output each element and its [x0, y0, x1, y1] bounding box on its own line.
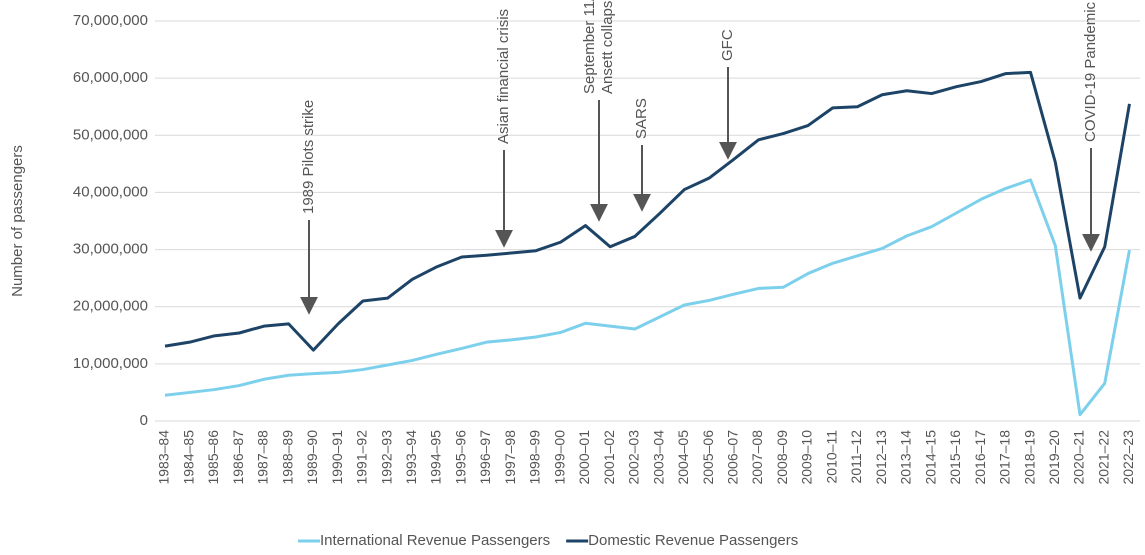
annotation-text: 1989 Pilots strike [300, 100, 317, 214]
legend-label: Domestic Revenue Passengers [588, 532, 798, 549]
x-tick-label: 1986–87 [230, 430, 246, 485]
y-tick-label: 40,000,000 [73, 183, 148, 200]
x-tick-label: 2006–07 [724, 430, 740, 485]
x-tick-label: 2017–18 [997, 430, 1013, 485]
annotation-text: GFC [719, 29, 736, 61]
x-tick-label: 2002–03 [626, 430, 642, 485]
x-tick-label: 1983–84 [156, 430, 172, 485]
x-tick-label: 2020–21 [1071, 430, 1087, 485]
x-tick-label: 1984–85 [180, 430, 196, 485]
x-tick-label: 1998–99 [527, 430, 543, 485]
y-tick-label: 60,000,000 [73, 69, 148, 86]
y-tick-label: 30,000,000 [73, 241, 148, 258]
x-tick-label: 2022–23 [1120, 430, 1136, 485]
x-tick-label: 1995–96 [452, 430, 468, 485]
x-tick-label: 2003–04 [650, 430, 666, 485]
y-tick-label: 0 [140, 412, 148, 429]
annotation-text: Asian financial crisis [495, 9, 512, 144]
x-tick-label: 2011–12 [848, 430, 864, 484]
series-line [164, 70, 1131, 352]
x-tick-label: 1999–00 [551, 430, 567, 485]
y-tick-label: 70,000,000 [73, 12, 148, 29]
y-tick-label: 10,000,000 [73, 355, 148, 372]
series-line [164, 178, 1131, 417]
x-tick-label: 2019–20 [1046, 430, 1062, 485]
x-tick-label: 1996–97 [477, 430, 493, 485]
x-tick-label: 2005–06 [700, 430, 716, 485]
x-tick-label: 1994–95 [428, 430, 444, 485]
x-tick-label: 2021–22 [1095, 430, 1111, 485]
x-tick-label: 2004–05 [675, 430, 691, 485]
annotation-text: September 11/ [581, 0, 598, 94]
annotation-text: COVID-19 Pandemic [1082, 1, 1099, 142]
x-tick-label: 1997–98 [502, 430, 518, 485]
y-tick-label: 20,000,000 [73, 298, 148, 315]
x-tick-label: 2008–09 [774, 430, 790, 485]
y-axis-label: Number of passengers [9, 145, 26, 297]
x-tick-label: 2007–08 [749, 430, 765, 485]
x-tick-label: 2014–15 [922, 430, 938, 485]
x-tick-label: 2013–14 [898, 430, 914, 485]
x-tick-label: 2009–10 [799, 430, 815, 485]
x-tick-label: 2016–17 [972, 430, 988, 485]
x-tick-label: 2001–02 [601, 430, 617, 485]
x-tick-label: 1993–94 [403, 430, 419, 485]
x-tick-label: 1988–89 [279, 430, 295, 485]
x-tick-label: 1991–92 [354, 430, 370, 485]
x-tick-label: 2015–16 [947, 430, 963, 485]
x-tick-label: 2000–01 [576, 430, 592, 485]
annotation-text: SARS [633, 98, 650, 139]
annotation-text: Ansett collapse [599, 0, 616, 94]
x-tick-label: 2018–19 [1021, 430, 1037, 485]
x-tick-label: 1989–90 [304, 430, 320, 485]
y-tick-label: 50,000,000 [73, 126, 148, 143]
x-tick-label: 1987–88 [255, 430, 271, 485]
legend-label: International Revenue Passengers [320, 532, 550, 549]
x-tick-label: 1992–93 [378, 430, 394, 485]
x-tick-label: 2010–11 [823, 430, 839, 484]
x-tick-label: 1985–86 [205, 430, 221, 485]
x-tick-label: 1990–91 [329, 430, 345, 485]
x-tick-label: 2012–13 [873, 430, 889, 485]
